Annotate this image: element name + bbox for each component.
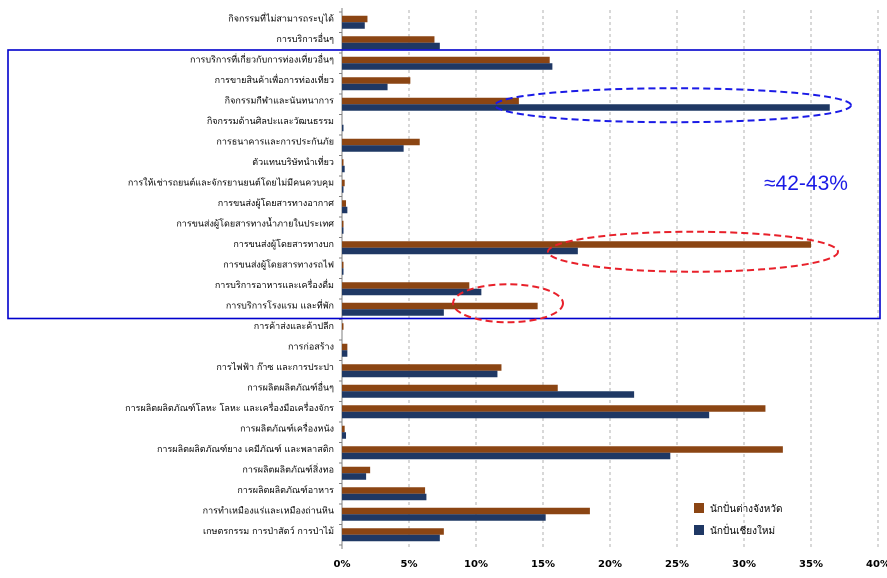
category-label: การขนส่งผู้โดยสารทางน้ำภายในประเทศ (176, 216, 334, 229)
x-tick-label: 25% (665, 559, 689, 570)
bar-series-2 (342, 268, 344, 275)
bar-series-1 (342, 179, 345, 187)
bar-series-1 (342, 282, 470, 289)
bar-series-1 (342, 343, 348, 351)
bar-series-2 (342, 186, 344, 193)
category-label: การบริการอาหารและเครื่องดื่ม (215, 278, 334, 291)
bar-series-1 (342, 36, 435, 43)
bar-series-2 (342, 42, 440, 50)
bar-series-1 (342, 528, 444, 535)
bar-series-2 (342, 350, 348, 357)
category-label: กิจกรรมกีฬาและนันทนาการ (225, 95, 335, 106)
bar-series-1 (342, 241, 811, 248)
category-label: การค้าส่งและค้าปลีก (254, 321, 334, 332)
bar-series-2 (342, 370, 498, 378)
blue-dashed-ellipse (494, 87, 852, 124)
bar-series-2 (342, 473, 367, 480)
category-label: การผลิตผลิตภัณฑ์โลหะ โลหะ และเครื่องมือเ… (125, 401, 334, 414)
category-label: กิจกรรมด้านศิลปะและวัฒนธรรม (207, 116, 334, 127)
bar-series-1 (342, 487, 426, 494)
bar-series-1 (342, 56, 550, 64)
category-label: การขนส่งผู้โดยสารทางรถไฟ (223, 259, 334, 270)
red-dashed-ellipse (452, 283, 564, 324)
legend-swatch (694, 503, 704, 513)
bar-series-2 (342, 124, 344, 132)
category-label: การบริการอื่นๆ (276, 32, 334, 45)
legend-label: นักปั่นเชียงใหม่ (710, 523, 775, 537)
bar-series-2 (342, 104, 830, 111)
category-label: การผลิตภัณฑ์เครื่องหนัง (240, 421, 334, 434)
bar-series-2 (342, 22, 365, 29)
x-tick-label: 10% (464, 559, 488, 570)
bar-series-1 (342, 364, 502, 371)
category-label: การบริการที่เกี่ยวกับการท่องเที่ยวอื่นๆ (190, 52, 334, 65)
bar-series-2 (342, 63, 553, 70)
bar-series-2 (342, 534, 440, 542)
category-label: การขนส่งผู้โดยสารทางอากาศ (218, 198, 334, 209)
bar-series-2 (342, 309, 444, 316)
annotation-label: ≈42-43% (764, 172, 848, 195)
bar-series-2 (342, 165, 345, 173)
x-tick-label: 40% (866, 559, 887, 570)
category-label: การขนส่งผู้โดยสารทางบก (233, 239, 334, 250)
category-label: กิจกรรมที่ไม่สามารถระบุได้ (228, 11, 334, 24)
bar-series-1 (342, 446, 783, 453)
bar-series-1 (342, 97, 519, 105)
bar-series-2 (342, 432, 347, 439)
bar-series-1 (342, 405, 766, 412)
bar-series-2 (342, 227, 344, 234)
category-label: การบริการโรงแรม และที่พัก (226, 298, 334, 311)
category-label: การไฟฟ้า ก๊าซ และการประปา (216, 362, 334, 373)
category-label: การธนาคารและการประกันภัย (216, 137, 334, 147)
legend-label: นักปั่นต่างจังหวัด (710, 501, 783, 515)
category-label: การผลิตผลิตภัณฑ์อาหาร (237, 484, 334, 496)
category-label: การผลิตผลิตภัณฑ์สิ่งทอ (242, 462, 334, 475)
bar-series-1 (342, 384, 558, 392)
bar-series-2 (342, 145, 404, 152)
bar-series-1 (342, 77, 411, 84)
bar-series-1 (342, 466, 371, 474)
category-label: เกษตรกรรม การป่าสัตว์ การป่าไม้ (203, 525, 334, 537)
bar-series-2 (342, 247, 578, 255)
bar-series-1 (342, 425, 345, 433)
category-label: การทำเหมืองแร่และเหมืองถ่านหิน (203, 505, 334, 516)
category-label: การขายสินค้าเพื่อการท่องเที่ยว (215, 73, 334, 86)
red-dashed-ellipse (547, 230, 839, 273)
bar-series-2 (342, 83, 388, 91)
category-label: การผลิตผลิตภัณฑ์อื่นๆ (247, 380, 334, 393)
bar-series-1 (342, 159, 344, 166)
category-label: การให้เช่ารถยนต์และจักรยานยนต์โดยไม่มีคน… (128, 176, 334, 188)
bar-series-2 (342, 452, 671, 460)
bar-series-2 (342, 391, 635, 398)
bar-series-1 (342, 200, 347, 207)
x-tick-label: 0% (334, 559, 351, 570)
bar-series-2 (342, 288, 482, 296)
x-tick-label: 35% (799, 559, 823, 570)
category-label: ตัวแทนบริษัทนำเที่ยว (252, 155, 334, 168)
bar-series-1 (342, 220, 344, 228)
highlight-box (7, 49, 881, 320)
x-tick-label: 30% (732, 559, 756, 570)
bar-series-2 (342, 206, 348, 214)
x-tick-label: 5% (401, 559, 418, 570)
legend-swatch (694, 525, 704, 535)
bar-series-2 (342, 493, 427, 501)
bar-series-1 (342, 138, 420, 146)
bar-series-1 (342, 323, 344, 330)
category-label: การผลิตผลิตภัณฑ์ยาง เคมีภัณฑ์ และพลาสติก (157, 443, 334, 455)
category-label: การก่อสร้าง (288, 341, 334, 352)
bar-series-2 (342, 411, 710, 419)
bar-series-1 (342, 261, 344, 269)
x-tick-label: 15% (531, 559, 555, 570)
bar-series-2 (342, 514, 546, 521)
bar-series-1 (342, 302, 538, 310)
bar-series-1 (342, 507, 590, 515)
bar-series-1 (342, 15, 368, 23)
x-tick-label: 20% (598, 559, 622, 570)
